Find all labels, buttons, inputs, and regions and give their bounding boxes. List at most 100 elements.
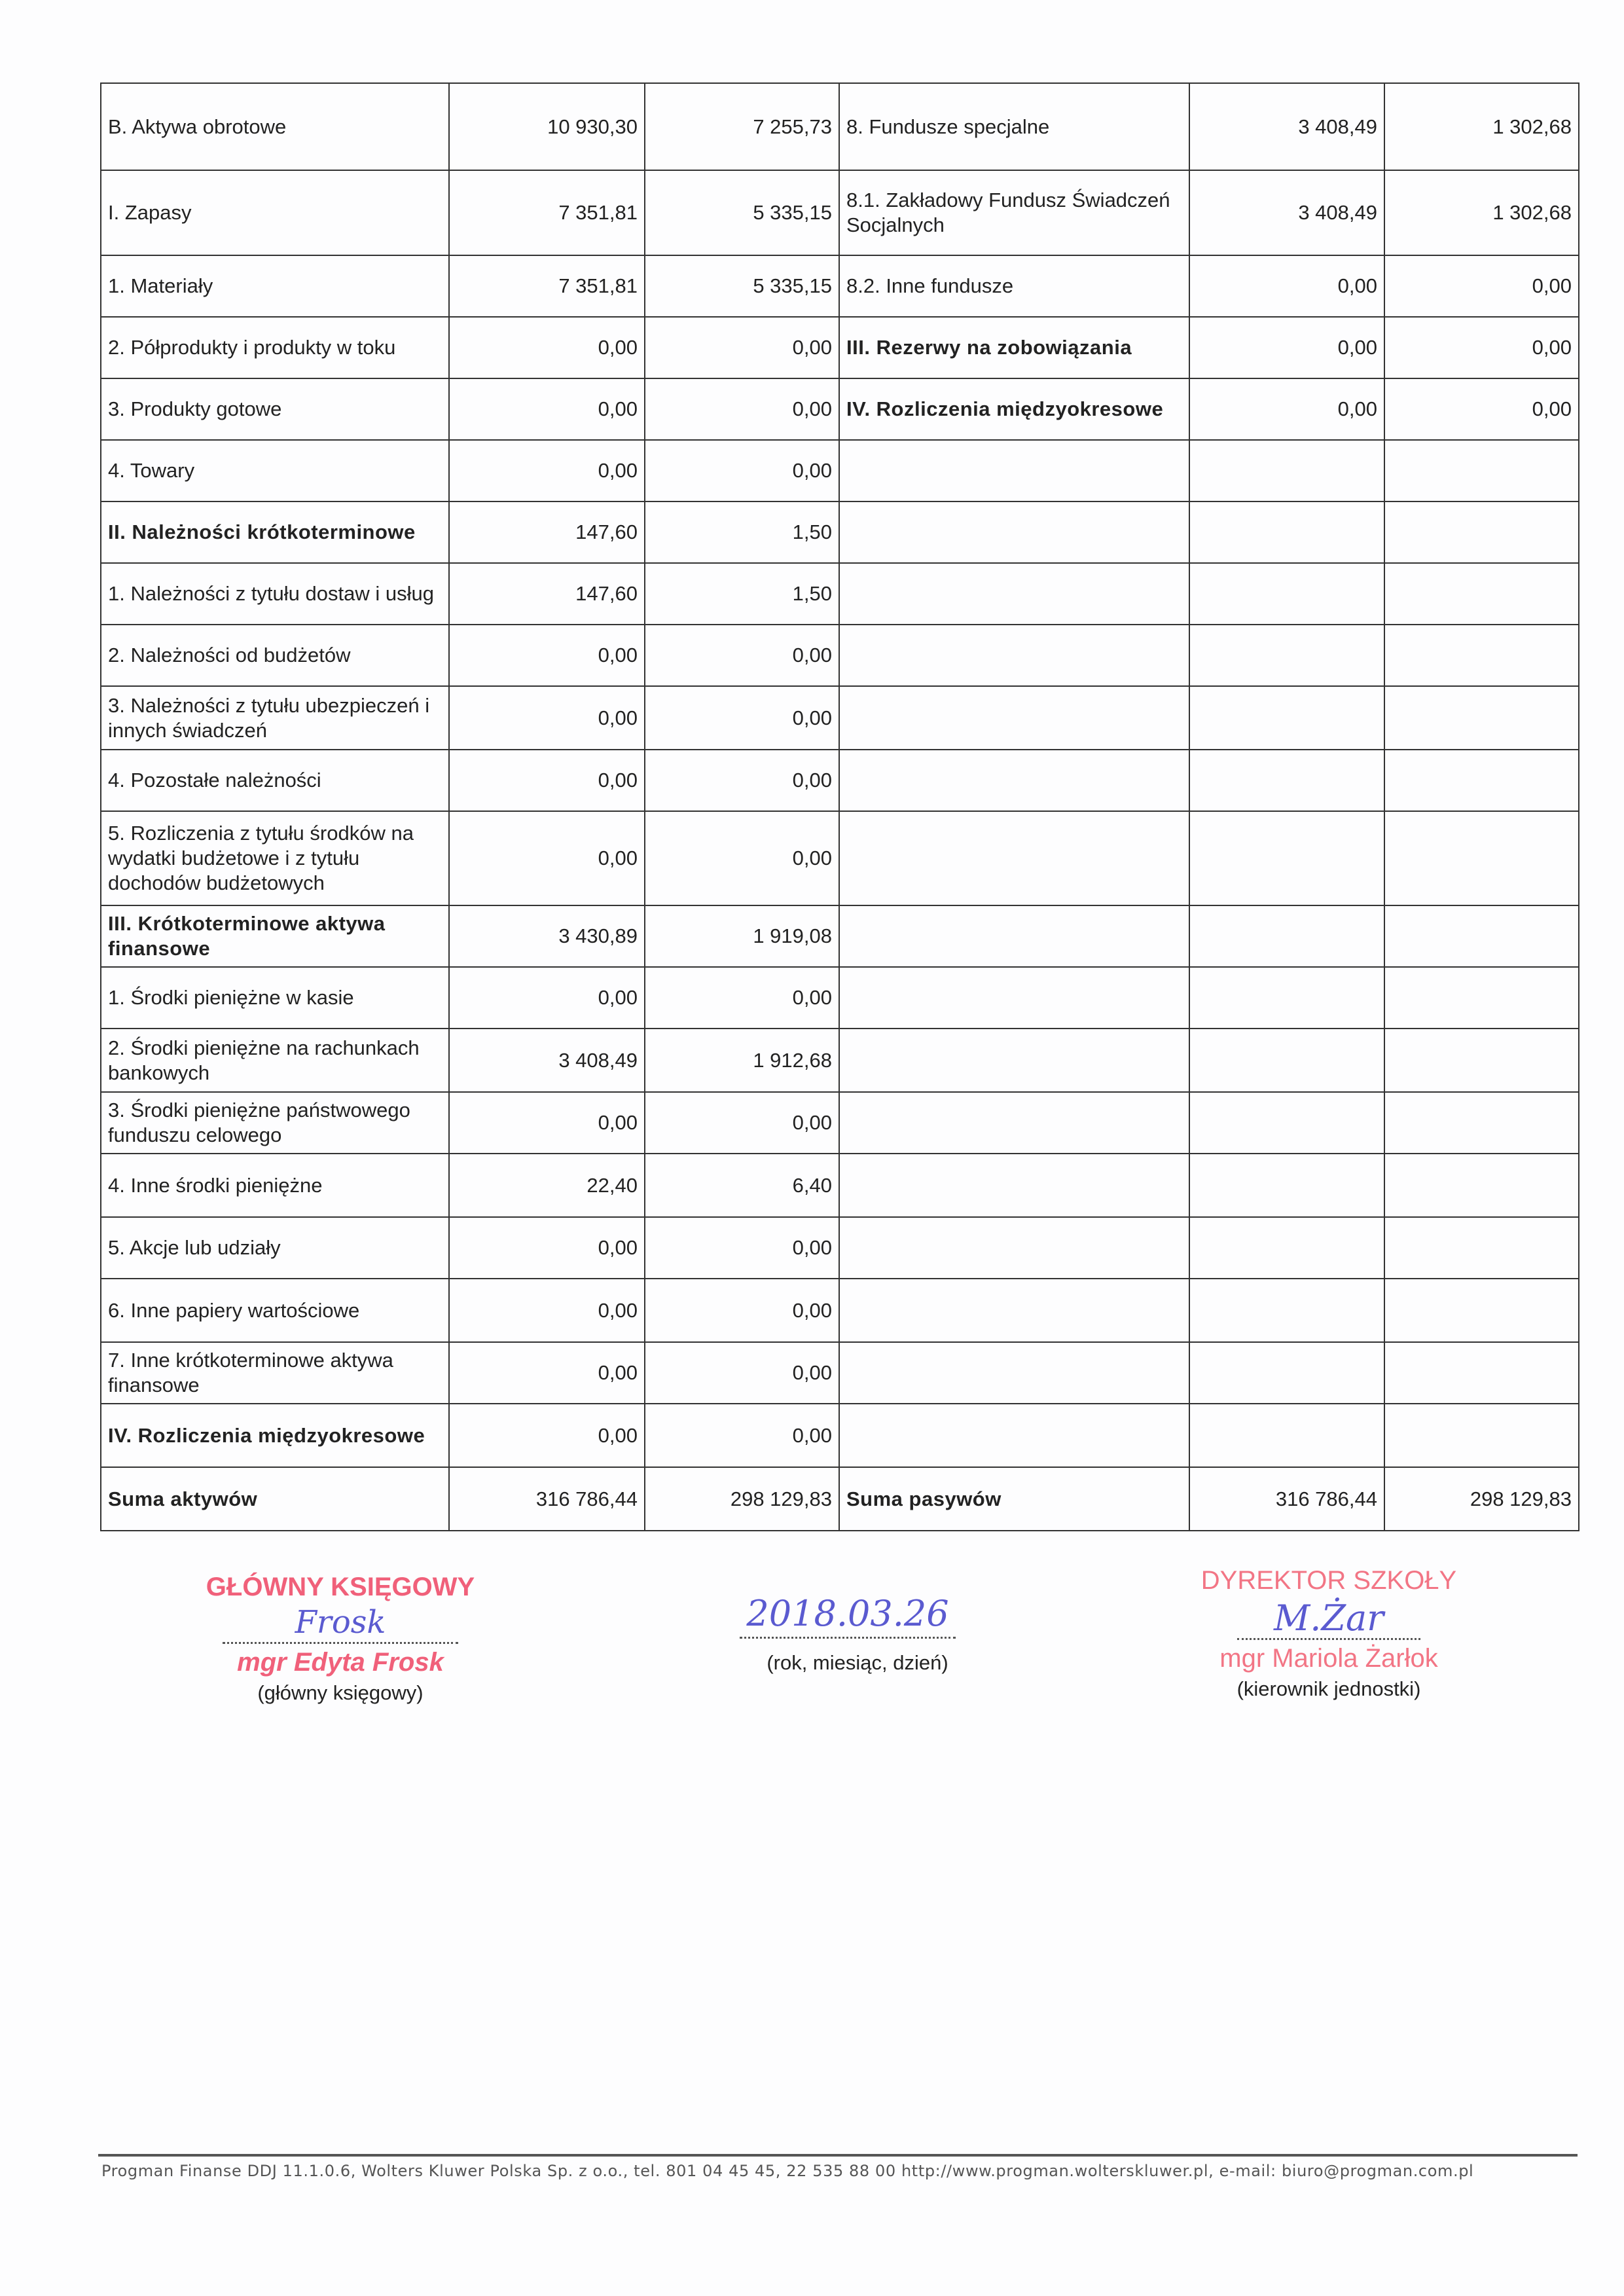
table-row: II. Należności krótkoterminowe 147,60 1,50 [100, 501, 1579, 564]
asset-value-prev: 10 930,30 [448, 82, 645, 171]
liability-value-prev [1189, 905, 1385, 968]
asset-label: 3. Środki pieniężne państwowego funduszu… [100, 1091, 450, 1154]
asset-value-curr: 298 129,83 [644, 1467, 840, 1531]
liability-value-curr [1384, 1153, 1579, 1218]
table-row: IV. Rozliczenia międzyokresowe 0,00 0,00 [100, 1403, 1579, 1468]
liability-value-curr [1384, 905, 1579, 968]
asset-label: II. Należności krótkoterminowe [100, 501, 450, 564]
director-signature: M.Żar [1237, 1599, 1420, 1640]
liability-value-prev [1189, 685, 1385, 750]
director-signature-block: DYREKTOR SZKOŁY M.Żar mgr Mariola Żarłok… [1191, 1565, 1466, 1702]
liability-value-curr: 0,00 [1384, 255, 1579, 318]
asset-value-prev: 0,00 [448, 749, 645, 812]
asset-label: 5. Rozliczenia z tytułu środków na wydat… [100, 811, 450, 906]
asset-value-prev: 0,00 [448, 1216, 645, 1279]
asset-label: 2. Środki pieniężne na rachunkach bankow… [100, 1028, 450, 1093]
liability-label [839, 1278, 1190, 1343]
asset-value-prev: 3 408,49 [448, 1028, 645, 1093]
liability-label [839, 501, 1190, 564]
asset-value-curr: 0,00 [644, 1216, 840, 1279]
liability-label: 8.1. Zakładowy Fundusz Świadczeń Socjaln… [839, 170, 1190, 256]
liability-value-curr [1384, 685, 1579, 750]
date-block: 2018.03.26 (rok, miesiąc, dzień) [720, 1591, 995, 1675]
asset-label: 6. Inne papiery wartościowe [100, 1278, 450, 1343]
director-stamp-title: DYREKTOR SZKOŁY [1200, 1566, 1457, 1595]
asset-value-curr: 1 919,08 [644, 905, 840, 968]
table-row: 2. Środki pieniężne na rachunkach bankow… [100, 1028, 1579, 1093]
asset-label: 2. Półprodukty i produkty w toku [100, 316, 450, 379]
asset-value-prev: 0,00 [448, 439, 645, 502]
liability-value-prev [1189, 1216, 1385, 1279]
asset-label: 3. Produkty gotowe [100, 378, 450, 441]
liability-label [839, 1216, 1190, 1279]
liability-label [839, 439, 1190, 502]
liability-label: IV. Rozliczenia międzyokresowe [839, 378, 1190, 441]
asset-label: 5. Akcje lub udziały [100, 1216, 450, 1279]
liability-value-curr: 1 302,68 [1384, 170, 1579, 256]
director-stamp-name: mgr Mariola Żarłok [1219, 1644, 1438, 1673]
liability-label [839, 811, 1190, 906]
table-row: 1. Należności z tytułu dostaw i usług 147… [100, 562, 1579, 625]
liability-label [839, 562, 1190, 625]
table-row: 4. Towary 0,00 0,00 [100, 439, 1579, 502]
liability-value-curr [1384, 1403, 1579, 1468]
liability-value-curr [1384, 966, 1579, 1029]
balance-sheet-table: B. Aktywa obrotowe 10 930,30 7 255,73 8. Fu… [100, 82, 1579, 1531]
asset-value-prev: 7 351,81 [448, 170, 645, 256]
table-row: 2. Półprodukty i produkty w toku 0,00 0,00… [100, 316, 1579, 379]
table-row: 5. Akcje lub udziały 0,00 0,00 [100, 1216, 1579, 1279]
liability-value-prev [1189, 811, 1385, 906]
asset-value-curr: 1 912,68 [644, 1028, 840, 1093]
date-caption: (rok, miesiąc, dzień) [767, 1651, 948, 1674]
table-row: 7. Inne krótkoterminowe aktywa finansowe… [100, 1341, 1579, 1404]
table-row: 4. Inne środki pieniężne 22,40 6,40 [100, 1153, 1579, 1218]
asset-value-prev: 147,60 [448, 562, 645, 625]
liability-label [839, 749, 1190, 812]
asset-value-prev: 0,00 [448, 378, 645, 441]
asset-value-curr: 1,50 [644, 562, 840, 625]
liability-value-prev: 3 408,49 [1189, 170, 1385, 256]
liability-value-prev [1189, 1278, 1385, 1343]
asset-label: 2. Należności od budżetów [100, 624, 450, 687]
asset-value-prev: 0,00 [448, 1341, 645, 1404]
asset-value-curr: 0,00 [644, 624, 840, 687]
asset-label: Suma aktywów [100, 1467, 450, 1531]
liability-label [839, 905, 1190, 968]
asset-value-curr: 0,00 [644, 439, 840, 502]
accountant-signature: Frosk [223, 1603, 458, 1644]
liability-value-prev [1189, 1153, 1385, 1218]
asset-label: III. Krótkoterminowe aktywa finansowe [100, 905, 450, 968]
asset-value-curr: 0,00 [644, 1403, 840, 1468]
date-handwriting: 2018.03.26 [740, 1591, 956, 1639]
liability-value-prev [1189, 1403, 1385, 1468]
liability-value-prev [1189, 1091, 1385, 1154]
liability-value-curr: 1 302,68 [1384, 82, 1579, 171]
asset-value-curr: 1,50 [644, 501, 840, 564]
liability-value-curr [1384, 1278, 1579, 1343]
table-row: 3. Produkty gotowe 0,00 0,00 IV. Rozliczeni… [100, 378, 1579, 441]
asset-value-prev: 7 351,81 [448, 255, 645, 318]
liability-value-prev: 0,00 [1189, 378, 1385, 441]
asset-value-prev: 316 786,44 [448, 1467, 645, 1531]
liability-label [839, 1341, 1190, 1404]
table-row: Suma aktywów 316 786,44 298 129,83 Suma pas… [100, 1467, 1579, 1531]
accountant-stamp-title: GŁÓWNY KSIĘGOWY [206, 1573, 475, 1601]
liability-value-curr: 0,00 [1384, 316, 1579, 379]
asset-value-prev: 0,00 [448, 811, 645, 906]
table-row: III. Krótkoterminowe aktywa finansowe 3 4… [100, 905, 1579, 968]
asset-value-curr: 5 335,15 [644, 255, 840, 318]
asset-label: 1. Materiały [100, 255, 450, 318]
liability-value-curr [1384, 1341, 1579, 1404]
asset-value-curr: 0,00 [644, 685, 840, 750]
asset-value-prev: 0,00 [448, 1091, 645, 1154]
asset-label: 1. Środki pieniężne w kasie [100, 966, 450, 1029]
liability-value-prev [1189, 966, 1385, 1029]
liability-label [839, 1091, 1190, 1154]
footer-divider [98, 2154, 1578, 2157]
asset-value-prev: 3 430,89 [448, 905, 645, 968]
liability-value-prev: 0,00 [1189, 255, 1385, 318]
director-caption: (kierownik jednostki) [1236, 1677, 1421, 1700]
asset-value-curr: 0,00 [644, 316, 840, 379]
asset-value-curr: 0,00 [644, 1091, 840, 1154]
liability-label: III. Rezerwy na zobowiązania [839, 316, 1190, 379]
